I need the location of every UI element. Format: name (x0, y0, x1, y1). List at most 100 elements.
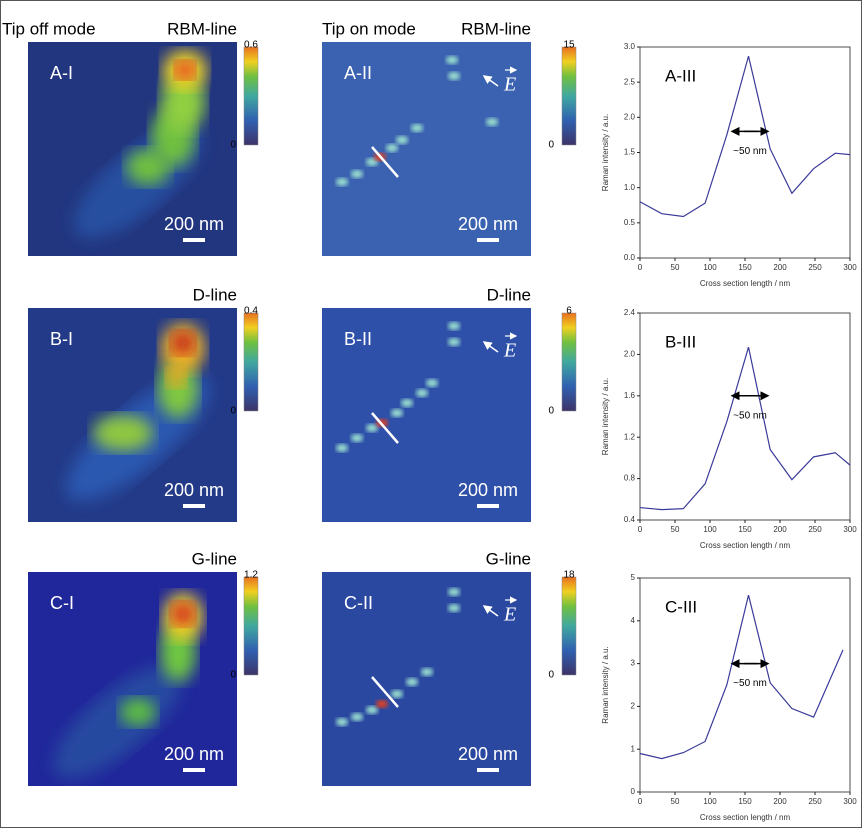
spot (448, 72, 460, 80)
map-image: E (322, 572, 531, 786)
data-line (639, 55, 851, 218)
colorbar-max: 1.2 (244, 570, 258, 581)
colorbar (561, 46, 577, 146)
x-tick-label: 250 (808, 263, 822, 272)
x-tick-label: 200 (773, 525, 787, 534)
spot (366, 706, 378, 714)
x-tick-label: 100 (703, 263, 717, 272)
y-axis-label: Raman intensity / a.u. (601, 646, 610, 723)
x-tick-label: 150 (738, 797, 752, 806)
colorbar (243, 576, 259, 676)
colorbar-min: 0 (230, 670, 236, 681)
y-axis-label: Raman intensity / a.u. (601, 114, 610, 191)
y-tick-label: 2.0 (624, 350, 636, 359)
spot (336, 718, 348, 726)
colorbar (243, 46, 259, 146)
x-tick-label: 250 (808, 797, 822, 806)
line-label: G-line (192, 549, 237, 568)
panel-label: B-II (344, 329, 372, 349)
spot (406, 678, 418, 686)
map-image: E (322, 308, 531, 522)
spot (426, 379, 438, 387)
x-tick-label: 50 (671, 525, 680, 534)
spot (401, 399, 413, 407)
spot (416, 389, 428, 397)
y-tick-label: 1 (631, 744, 636, 753)
spot (366, 158, 378, 166)
x-tick-label: 250 (808, 525, 822, 534)
spot (448, 338, 460, 346)
y-tick-label: 2.5 (624, 77, 636, 86)
spot (396, 136, 408, 144)
spot (446, 56, 458, 64)
chart-title: B-III (665, 332, 696, 351)
x-tick-label: 300 (843, 263, 857, 272)
cross-section (371, 676, 399, 708)
panel-label: C-I (50, 593, 74, 613)
scale-bar-label: 200 nm (458, 744, 518, 764)
y-tick-label: 2.0 (624, 112, 636, 121)
colorbar-min: 0 (548, 140, 554, 151)
spot (391, 690, 403, 698)
blob (120, 698, 156, 726)
y-tick-label: 1.0 (624, 183, 636, 192)
cross-section (371, 412, 399, 444)
spot (448, 588, 460, 596)
spot (411, 124, 423, 132)
blob (171, 331, 195, 355)
panel-label: A-I (50, 63, 73, 83)
annotation: ~50 nm (733, 146, 767, 157)
map-background (322, 572, 531, 786)
scale-bar-label: 200 nm (164, 214, 224, 234)
y-tick-label: 5 (631, 573, 636, 582)
x-tick-label: 150 (738, 525, 752, 534)
map-features (73, 50, 207, 239)
colorbar-max: 15 (563, 40, 575, 51)
spot (448, 604, 460, 612)
x-tick-label: 0 (638, 263, 643, 272)
y-tick-label: 2 (631, 702, 636, 711)
map-background (322, 308, 531, 522)
y-tick-label: 2.4 (624, 308, 636, 317)
y-tick-label: 0.0 (624, 253, 636, 262)
scale-bar-label: 200 nm (164, 480, 224, 500)
line-label: RBM-line (167, 19, 237, 38)
x-tick-label: 100 (703, 525, 717, 534)
x-tick-label: 200 (773, 797, 787, 806)
x-tick-label: 300 (843, 797, 857, 806)
annotation: ~50 nm (733, 678, 767, 689)
y-tick-label: 1.6 (624, 391, 636, 400)
scale-bar (183, 238, 205, 242)
field-label: E (503, 74, 516, 96)
spot (448, 322, 460, 330)
x-tick-label: 0 (638, 797, 643, 806)
x-tick-label: 0 (638, 525, 643, 534)
y-tick-label: 0.8 (624, 474, 636, 483)
map-features (336, 322, 460, 452)
scale-bar (477, 768, 499, 772)
panel-label: A-II (344, 63, 372, 83)
colorbar-max: 6 (566, 306, 572, 317)
x-tick-label: 150 (738, 263, 752, 272)
colorbar-min: 0 (548, 406, 554, 417)
spot (386, 144, 398, 152)
spot (351, 170, 363, 178)
field-arrow (482, 75, 499, 87)
scale-bar (477, 238, 499, 242)
scale-bar (183, 768, 205, 772)
y-tick-label: 1.5 (624, 148, 636, 157)
map-features (53, 593, 203, 779)
colorbar (561, 576, 577, 676)
spot (351, 434, 363, 442)
x-axis-label: Cross section length / nm (700, 541, 791, 550)
map-image (28, 308, 237, 522)
y-tick-label: 3.0 (624, 42, 636, 51)
scale-bar (183, 504, 205, 508)
scale-bar-label: 200 nm (164, 744, 224, 764)
blob (53, 665, 183, 779)
annotation: ~50 nm (733, 410, 767, 421)
spot (376, 700, 388, 708)
x-tick-label: 50 (671, 263, 680, 272)
data-line (639, 594, 844, 760)
spot (351, 713, 363, 721)
